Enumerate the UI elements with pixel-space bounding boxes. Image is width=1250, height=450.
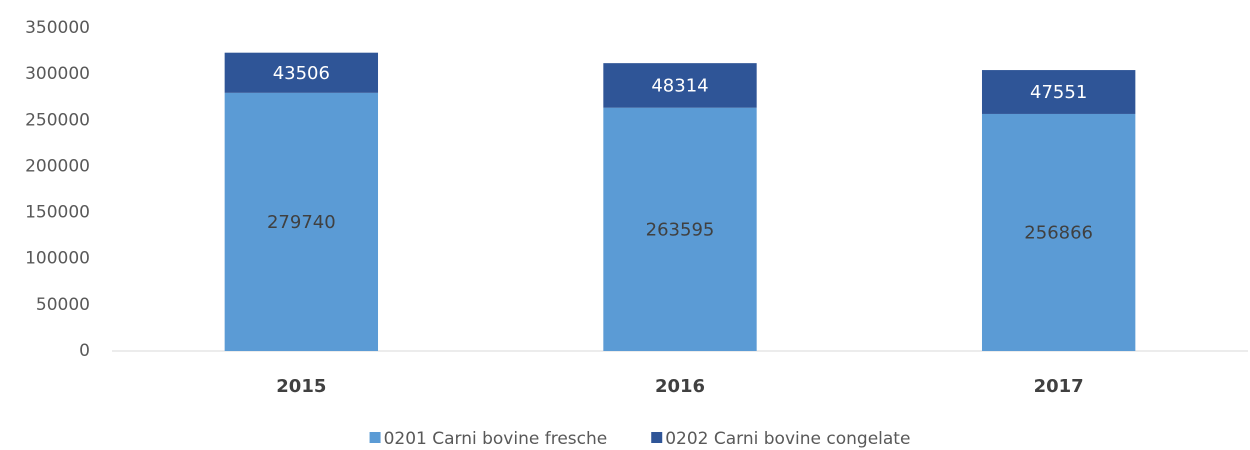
- x-tick-label: 2015: [276, 376, 326, 397]
- data-label: 263595: [646, 219, 715, 240]
- y-tick-label: 0: [79, 341, 90, 361]
- bar-segment: [224, 92, 379, 352]
- y-tick-label: 200000: [25, 156, 90, 176]
- bar-segment: [981, 113, 1136, 352]
- legend-swatch: [651, 432, 663, 443]
- data-label: 48314: [651, 75, 708, 96]
- data-label: 47551: [1030, 82, 1087, 103]
- data-label: 256866: [1024, 222, 1093, 243]
- data-label: 279740: [267, 212, 336, 233]
- y-tick-label: 150000: [25, 203, 90, 223]
- bar-segment: [603, 63, 757, 108]
- y-tick-label: 300000: [25, 64, 90, 84]
- data-label: 43506: [273, 63, 330, 84]
- y-tick-label: 250000: [25, 110, 90, 130]
- x-tick-label: 2016: [655, 376, 705, 397]
- legend-swatch: [369, 432, 381, 443]
- legend-label: 0201 Carni bovine fresche: [384, 429, 608, 449]
- bar-segment: [603, 107, 757, 351]
- legend-label: 0202 Carni bovine congelate: [665, 429, 910, 449]
- y-tick-label: 50000: [36, 295, 90, 315]
- bar-segment: [224, 52, 379, 93]
- bar-segment: [981, 70, 1136, 114]
- y-tick-label: 350000: [25, 18, 90, 38]
- x-tick-label: 2017: [1034, 376, 1084, 397]
- y-tick-label: 100000: [25, 249, 90, 269]
